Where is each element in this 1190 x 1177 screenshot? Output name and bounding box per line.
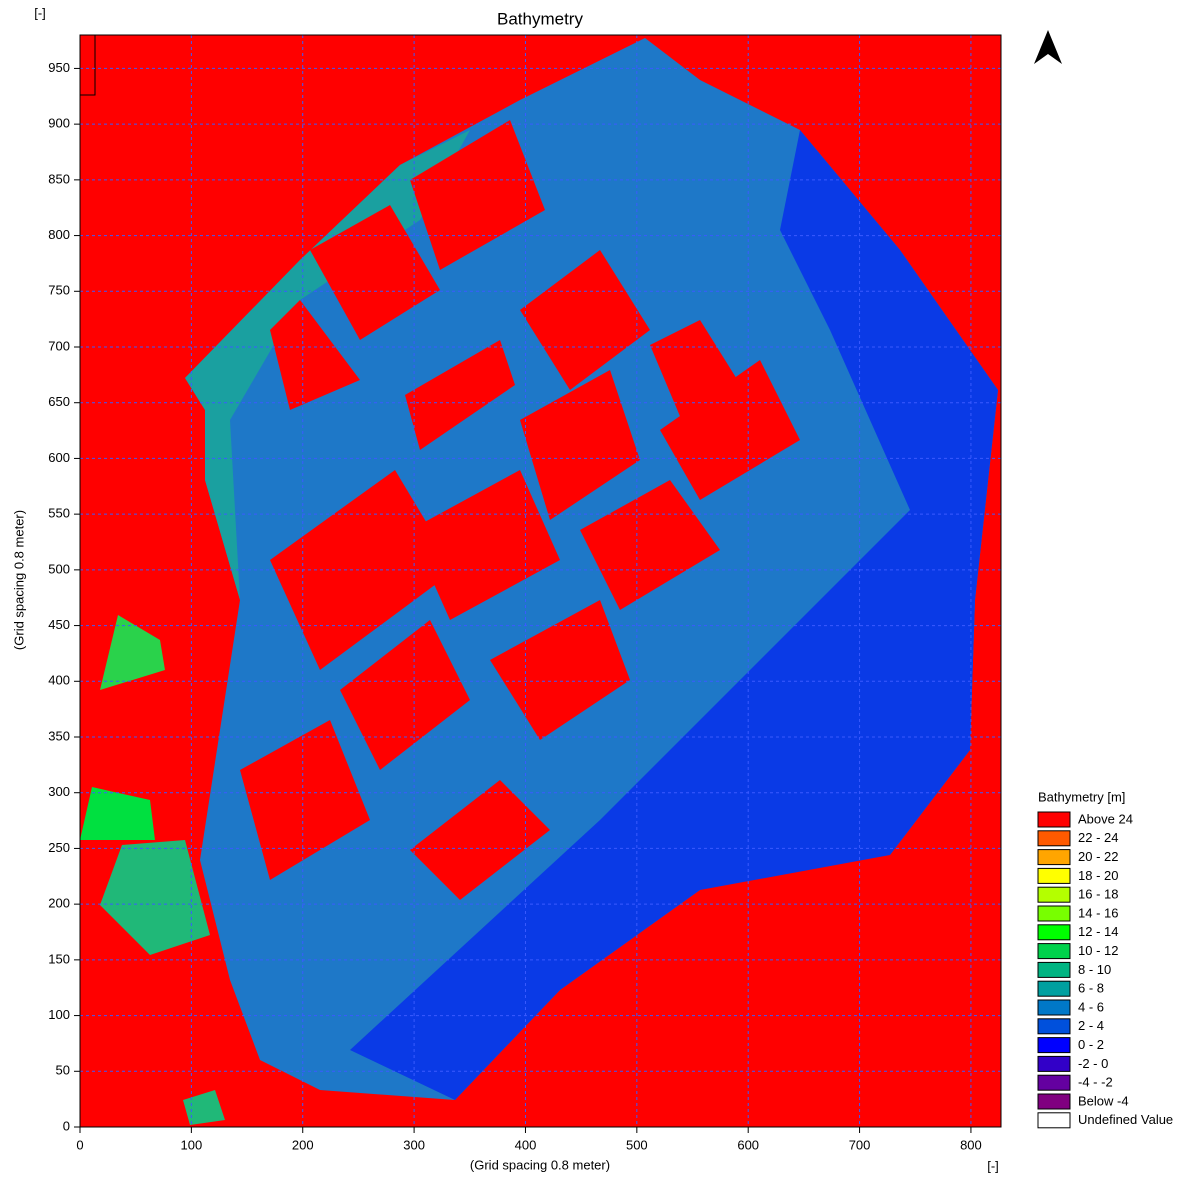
y-tick-label: 600 [48, 450, 70, 465]
north-arrow [1034, 30, 1062, 64]
y-tick-label: 150 [48, 951, 70, 966]
legend-swatch [1038, 831, 1070, 846]
legend-label: 0 - 2 [1078, 1037, 1104, 1052]
y-tick-label: 0 [63, 1118, 70, 1133]
x-tick-label: 400 [515, 1137, 537, 1152]
legend-label: 16 - 18 [1078, 887, 1118, 902]
legend-label: 8 - 10 [1078, 962, 1111, 977]
y-tick-label: 900 [48, 116, 70, 131]
legend-swatch [1038, 906, 1070, 921]
legend-title: Bathymetry [m] [1038, 789, 1125, 804]
x-tick-label: 700 [849, 1137, 871, 1152]
x-tick-label: 100 [181, 1137, 203, 1152]
legend-label: 4 - 6 [1078, 999, 1104, 1014]
x-unit: [-] [987, 1158, 999, 1173]
y-tick-label: 950 [48, 60, 70, 75]
legend-label: 20 - 22 [1078, 849, 1118, 864]
legend-swatch [1038, 1038, 1070, 1053]
y-tick-label: 850 [48, 171, 70, 186]
legend-swatch [1038, 1094, 1070, 1109]
legend-swatch [1038, 1056, 1070, 1071]
y-tick-label: 450 [48, 617, 70, 632]
legend-label: 10 - 12 [1078, 943, 1118, 958]
legend-swatch [1038, 944, 1070, 959]
map-area [80, 35, 1001, 1127]
x-tick-label: 600 [737, 1137, 759, 1152]
y-tick-label: 350 [48, 728, 70, 743]
legend-swatch [1038, 925, 1070, 940]
legend-label: 12 - 14 [1078, 924, 1118, 939]
legend-label: 6 - 8 [1078, 981, 1104, 996]
y-tick-label: 800 [48, 227, 70, 242]
legend-swatch [1038, 850, 1070, 865]
y-tick-label: 300 [48, 784, 70, 799]
legend-label: -2 - 0 [1078, 1056, 1108, 1071]
x-axis-label: (Grid spacing 0.8 meter) [470, 1157, 610, 1172]
x-tick-label: 800 [960, 1137, 982, 1152]
legend-label: 14 - 16 [1078, 905, 1118, 920]
y-tick-label: 100 [48, 1007, 70, 1022]
y-tick-label: 550 [48, 506, 70, 521]
legend-swatch [1038, 1075, 1070, 1090]
y-tick-label: 500 [48, 561, 70, 576]
y-tick-label: 250 [48, 840, 70, 855]
x-tick-label: 300 [403, 1137, 425, 1152]
y-tick-label: 50 [56, 1063, 70, 1078]
legend-label: 22 - 24 [1078, 830, 1118, 845]
y-axis-label: (Grid spacing 0.8 meter) [11, 510, 26, 650]
y-tick-label: 400 [48, 673, 70, 688]
legend-label: Below -4 [1078, 1093, 1129, 1108]
y-tick-label: 200 [48, 896, 70, 911]
x-tick-label: 0 [76, 1137, 83, 1152]
chart: Bathymetry [-] [-] (Grid spacing 0.8 met… [0, 0, 1190, 1177]
legend-swatch [1038, 868, 1070, 883]
legend-swatch [1038, 962, 1070, 977]
legend-swatch [1038, 1113, 1070, 1128]
legend-label: Undefined Value [1078, 1112, 1173, 1127]
y-unit: [-] [34, 5, 46, 20]
chart-title: Bathymetry [497, 9, 583, 28]
legend-swatch [1038, 1019, 1070, 1034]
y-tick-label: 700 [48, 338, 70, 353]
legend-swatch [1038, 1000, 1070, 1015]
legend-label: Above 24 [1078, 811, 1133, 826]
legend-label: 18 - 20 [1078, 868, 1118, 883]
legend-label: -4 - -2 [1078, 1075, 1113, 1090]
legend-swatch [1038, 981, 1070, 996]
y-tick-label: 650 [48, 394, 70, 409]
y-tick-label: 750 [48, 283, 70, 298]
legend-swatch [1038, 887, 1070, 902]
x-tick-label: 200 [292, 1137, 314, 1152]
legend-label: 2 - 4 [1078, 1018, 1104, 1033]
legend-swatch [1038, 812, 1070, 827]
x-tick-label: 500 [626, 1137, 648, 1152]
